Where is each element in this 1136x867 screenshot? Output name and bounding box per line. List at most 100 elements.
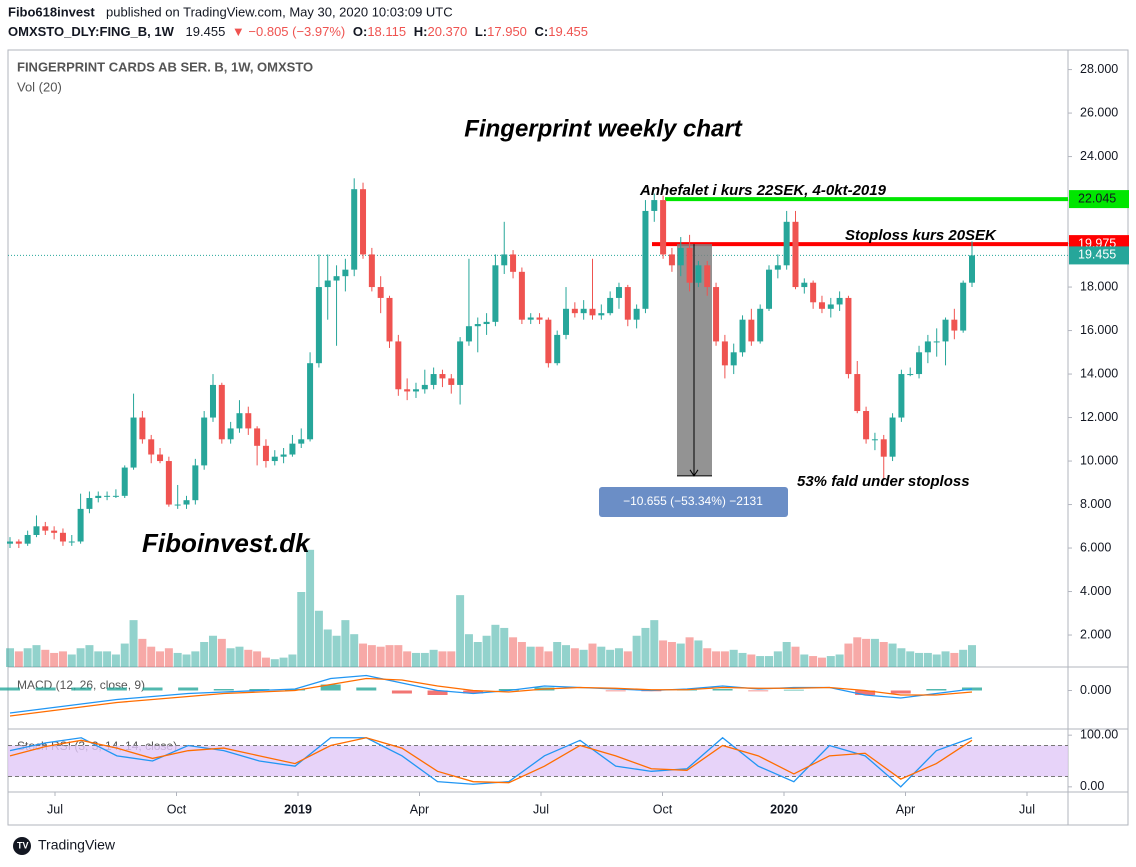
volume-bar [261, 657, 270, 667]
macd-histogram [142, 687, 163, 691]
volume-bar [632, 635, 641, 667]
y-tick-label: 100.00 [1080, 727, 1118, 741]
candle-body [554, 334, 561, 364]
stoch-k [9, 736, 973, 788]
svg-text:TV: TV [17, 840, 29, 850]
candle-body [783, 221, 790, 266]
candle-body [969, 255, 975, 283]
candle-body [757, 308, 764, 342]
volume-bar [941, 651, 950, 667]
candle-body [889, 417, 896, 457]
y-tick-label: 16.000 [1080, 323, 1118, 337]
candle-body [660, 200, 667, 255]
x-tick-label: Jul [1019, 802, 1035, 816]
h-label: H: [414, 24, 428, 39]
candle-body [315, 287, 322, 364]
x-tick-label: 2019 [284, 802, 312, 816]
volume-bar [41, 649, 50, 667]
candle-body [916, 352, 923, 375]
y-tick-label: 18.000 [1080, 279, 1118, 293]
volume-bar [756, 656, 765, 667]
candle-body [439, 374, 446, 379]
volume-bar [376, 646, 385, 667]
volume-bar [500, 627, 509, 667]
price-tag [1069, 190, 1129, 209]
change: ▼ −0.805 (−3.97%) [232, 24, 345, 39]
candle-body [130, 417, 137, 468]
measure-label: −10.655 (−53.34%) −2131 [623, 494, 763, 508]
volume-bar [614, 648, 623, 667]
macd-histogram [391, 690, 412, 694]
macd-histogram [285, 689, 306, 691]
volume-bar [968, 645, 976, 667]
volume-bar [208, 635, 217, 667]
volume-bar [111, 654, 120, 667]
volume-bar [641, 627, 650, 667]
candle-body [492, 265, 499, 322]
y-tick-label: 2.000 [1080, 627, 1111, 641]
candle-body [7, 541, 13, 544]
volume-bar [897, 648, 906, 667]
candle-body [589, 308, 596, 316]
volume-bar [800, 654, 809, 667]
volume-bar [129, 620, 138, 667]
price-tag [1069, 246, 1129, 265]
volume-bar [6, 648, 14, 667]
candle-body [421, 384, 428, 390]
candle-body [307, 363, 314, 440]
volume-bar [932, 654, 941, 667]
volume-bar [226, 648, 235, 667]
volume-bar [464, 634, 473, 667]
candle-body [668, 254, 675, 266]
candle-body [157, 454, 164, 462]
candle-body [271, 456, 278, 462]
volume-bar [306, 549, 315, 667]
candle-body [68, 541, 75, 543]
volume-bar [173, 652, 182, 667]
volume-bar [526, 646, 535, 667]
candle-body [165, 461, 172, 505]
candle-body [801, 282, 808, 288]
volume-bar [473, 642, 482, 667]
candle-body [624, 287, 631, 320]
volume-bar [809, 656, 818, 667]
macd-histogram [35, 687, 56, 691]
candle-body [174, 504, 181, 506]
macd-histogram [712, 689, 733, 691]
macd-histogram [71, 687, 92, 691]
h: 20.370 [427, 24, 467, 39]
candle-body [351, 189, 358, 270]
l-label: L: [475, 24, 487, 39]
candle-body [563, 308, 570, 335]
volume-bar [517, 642, 526, 667]
volume-bar [817, 657, 826, 667]
candle-body [201, 417, 208, 466]
candle-body [810, 282, 817, 303]
candle-body [695, 265, 702, 283]
volume-bar [438, 651, 447, 667]
volume-bar [270, 659, 279, 667]
y-tick-label: 0.000 [1080, 683, 1111, 697]
volume-bar [103, 651, 112, 667]
candle-body [739, 319, 746, 353]
candle-body [236, 413, 243, 429]
volume-bar [915, 652, 924, 667]
volume-bar [553, 642, 562, 667]
volume-bar [562, 645, 571, 667]
c-label: C: [535, 24, 549, 39]
candle-body [527, 317, 534, 320]
macd-signal [9, 677, 973, 717]
candle-body [368, 254, 375, 288]
macd-histogram [783, 689, 804, 691]
volume-bar [870, 638, 879, 667]
c: 19.455 [548, 24, 588, 39]
volume-bar [200, 642, 209, 667]
macd-histogram [498, 689, 519, 691]
candle-body [942, 319, 949, 342]
candle-body [474, 324, 481, 327]
candle-body [880, 439, 887, 457]
macd-histogram [926, 689, 947, 691]
x-tick-label: Oct [167, 802, 187, 816]
volume-bar [685, 637, 694, 667]
